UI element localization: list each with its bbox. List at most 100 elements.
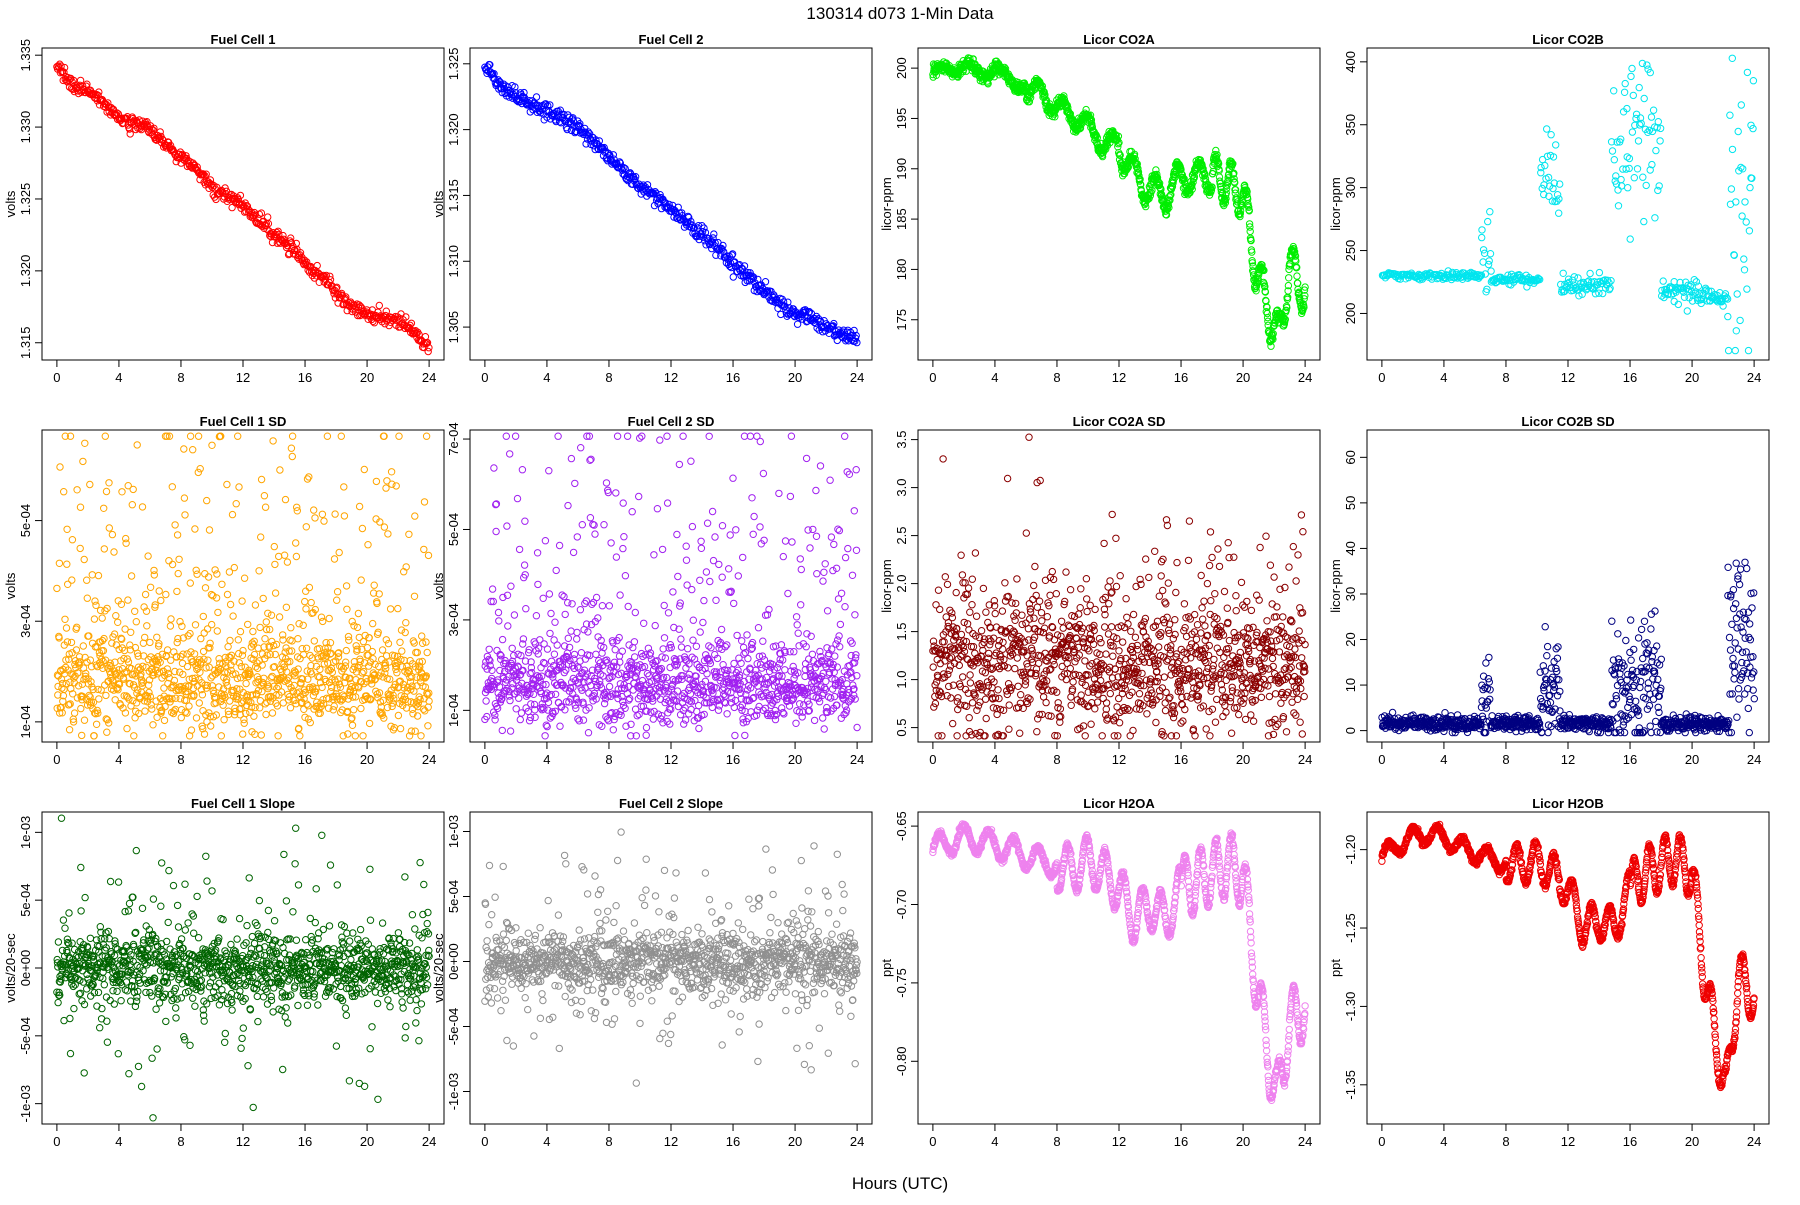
data-point bbox=[324, 433, 330, 439]
x-tick-label: 20 bbox=[788, 370, 802, 385]
data-point bbox=[565, 502, 571, 508]
data-point bbox=[1741, 256, 1747, 262]
data-point bbox=[194, 571, 200, 577]
data-point bbox=[574, 636, 580, 642]
data-point bbox=[218, 733, 224, 739]
x-tick-label: 0 bbox=[53, 752, 60, 767]
data-point bbox=[1615, 187, 1621, 193]
data-point bbox=[395, 712, 401, 718]
data-point bbox=[412, 513, 418, 519]
data-point bbox=[512, 433, 518, 439]
data-point bbox=[150, 722, 156, 728]
data-point bbox=[369, 648, 375, 654]
y-tick-label: 1.320 bbox=[18, 255, 33, 288]
data-point bbox=[366, 720, 372, 726]
data-point bbox=[1596, 269, 1602, 275]
data-point bbox=[1485, 218, 1491, 224]
data-point bbox=[284, 559, 290, 565]
data-point bbox=[1733, 199, 1739, 205]
data-point bbox=[1630, 92, 1636, 98]
data-point bbox=[683, 557, 689, 563]
data-point bbox=[678, 644, 684, 650]
data-point bbox=[608, 540, 614, 546]
data-point bbox=[1650, 107, 1656, 113]
data-point bbox=[1743, 219, 1749, 225]
data-point bbox=[144, 623, 150, 629]
data-point bbox=[64, 526, 70, 532]
data-point bbox=[606, 683, 612, 689]
data-point bbox=[711, 231, 717, 237]
data-point bbox=[125, 597, 131, 603]
data-point bbox=[613, 490, 619, 496]
data-point bbox=[75, 683, 81, 689]
data-point bbox=[425, 552, 431, 558]
data-point bbox=[260, 595, 266, 601]
data-point bbox=[128, 573, 134, 579]
data-point bbox=[610, 727, 616, 733]
data-point bbox=[258, 476, 264, 482]
data-point bbox=[1247, 228, 1253, 234]
data-point bbox=[257, 705, 263, 711]
data-point bbox=[80, 458, 86, 464]
data-point bbox=[1631, 175, 1637, 181]
data-point bbox=[142, 634, 148, 640]
data-point bbox=[263, 711, 269, 717]
data-point bbox=[252, 602, 258, 608]
data-point bbox=[258, 210, 264, 216]
data-point bbox=[265, 214, 271, 220]
y-tick-label: 1.330 bbox=[18, 111, 33, 144]
data-point bbox=[230, 613, 236, 619]
data-point bbox=[1553, 142, 1559, 148]
data-point bbox=[119, 489, 125, 495]
data-point bbox=[585, 730, 591, 736]
data-point bbox=[235, 433, 241, 439]
data-point bbox=[1629, 65, 1635, 71]
data-point bbox=[383, 637, 389, 643]
data-point bbox=[1725, 313, 1731, 319]
data-point bbox=[503, 433, 509, 439]
data-point bbox=[61, 489, 67, 495]
data-point bbox=[418, 733, 424, 739]
data-point bbox=[134, 442, 140, 448]
data-point bbox=[1742, 199, 1748, 205]
x-tick-label: 4 bbox=[115, 752, 122, 767]
data-point bbox=[54, 585, 60, 591]
data-point bbox=[321, 518, 327, 524]
data-point bbox=[74, 487, 80, 493]
data-point bbox=[258, 534, 264, 540]
data-point bbox=[289, 453, 295, 459]
data-point bbox=[167, 623, 173, 629]
data-point bbox=[92, 598, 98, 604]
data-point bbox=[147, 639, 153, 645]
data-point bbox=[681, 721, 687, 727]
data-point bbox=[338, 433, 344, 439]
data-point bbox=[106, 480, 112, 486]
data-point bbox=[253, 664, 259, 670]
data-point bbox=[731, 660, 737, 666]
data-point bbox=[1643, 182, 1649, 188]
data-point bbox=[227, 601, 233, 607]
data-point bbox=[360, 733, 366, 739]
data-point bbox=[181, 446, 187, 452]
data-point bbox=[730, 475, 736, 481]
data-point bbox=[224, 591, 230, 597]
data-point bbox=[306, 584, 312, 590]
data-point bbox=[682, 717, 688, 723]
data-point bbox=[227, 637, 233, 643]
data-point bbox=[319, 511, 325, 517]
y-tick-label: 350 bbox=[1343, 114, 1358, 136]
data-point bbox=[651, 552, 657, 558]
data-point bbox=[220, 702, 226, 708]
y-tick-label: 400 bbox=[1343, 51, 1358, 73]
x-tick-label: 0 bbox=[53, 370, 60, 385]
data-point bbox=[650, 716, 656, 722]
data-point bbox=[262, 504, 268, 510]
data-point bbox=[411, 640, 417, 646]
data-point bbox=[306, 474, 312, 480]
data-point bbox=[546, 468, 552, 474]
data-point bbox=[579, 522, 585, 528]
x-tick-label: 8 bbox=[177, 370, 184, 385]
data-point bbox=[514, 495, 520, 501]
data-point bbox=[1728, 186, 1734, 192]
